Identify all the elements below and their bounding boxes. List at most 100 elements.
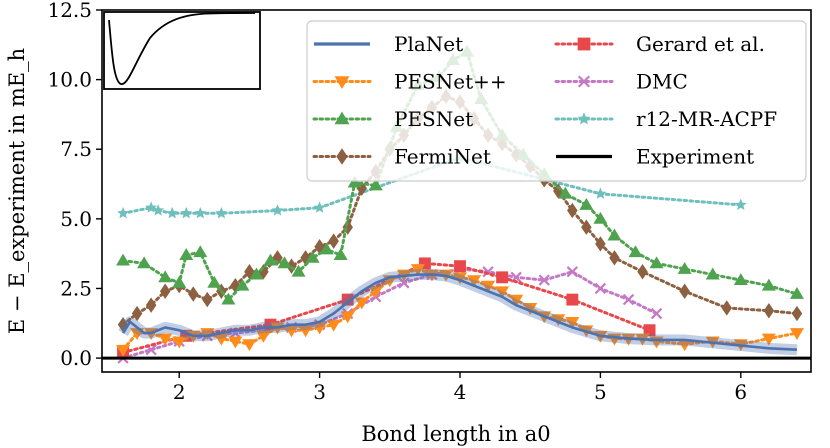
legend-entry: r12-MR-ACPF <box>554 107 777 131</box>
data-point <box>761 333 776 346</box>
data-point <box>145 297 157 313</box>
series-planet <box>118 269 798 356</box>
data-point <box>581 219 592 235</box>
data-point <box>509 294 524 307</box>
data-point <box>595 236 606 252</box>
data-point <box>551 314 566 327</box>
data-point <box>179 248 194 260</box>
legend-label: PESNet <box>394 107 473 131</box>
data-point <box>312 322 327 335</box>
data-point <box>721 300 733 316</box>
y-tick-label: 7.5 <box>60 137 92 161</box>
legend-entry: Gerard et al. <box>554 32 765 56</box>
legend-entry: FermiNet <box>312 145 491 169</box>
data-point <box>368 178 383 191</box>
series-gerard-et-al- <box>117 257 656 359</box>
inset-potential-curve <box>103 11 261 90</box>
legend-entry: DMC <box>554 70 688 94</box>
data-point <box>137 256 152 269</box>
data-point <box>467 275 482 288</box>
data-point <box>418 257 431 270</box>
data-point <box>298 325 313 338</box>
data-point <box>649 256 664 269</box>
data-point <box>159 283 171 299</box>
data-point <box>172 336 187 349</box>
x-axis: 2 3 4 5 6 <box>173 372 747 404</box>
data-point <box>791 305 803 322</box>
data-point <box>263 253 278 266</box>
legend-label: Gerard et al. <box>636 32 765 56</box>
y-tick-label: 12.5 <box>47 0 92 22</box>
data-point <box>577 75 591 88</box>
data-point <box>340 311 355 324</box>
y-axis-label: E − E_experiment in mE_h <box>5 48 29 334</box>
data-point <box>256 330 271 343</box>
data-point <box>677 339 692 352</box>
data-point <box>326 319 341 332</box>
data-point <box>789 328 804 341</box>
data-point <box>650 307 663 320</box>
data-point <box>207 275 222 288</box>
data-point <box>305 250 320 263</box>
data-point <box>193 245 208 258</box>
data-point <box>454 260 466 273</box>
data-point <box>188 286 199 302</box>
data-point <box>277 256 292 269</box>
data-point <box>214 333 229 346</box>
x-tick-label: 5 <box>594 380 607 404</box>
x-tick-label: 3 <box>313 380 326 404</box>
data-point <box>761 278 776 291</box>
data-point <box>593 211 608 224</box>
data-point <box>577 112 591 125</box>
data-point <box>538 274 550 286</box>
legend-label: Experiment <box>636 145 754 169</box>
data-point <box>705 267 720 280</box>
data-point <box>481 280 496 293</box>
data-point <box>553 183 564 199</box>
data-point <box>336 148 348 165</box>
data-point <box>158 333 173 346</box>
data-point <box>180 329 193 342</box>
data-point <box>158 270 173 283</box>
data-point <box>577 37 591 51</box>
data-point <box>200 328 215 341</box>
data-point <box>313 201 326 213</box>
data-point <box>453 272 468 285</box>
data-point <box>579 197 594 210</box>
legend-label: r12-MR-ACPF <box>636 107 777 131</box>
legend-entry: Experiment <box>556 145 754 169</box>
data-point <box>368 286 383 299</box>
data-point <box>410 264 425 276</box>
legend-label: DMC <box>636 70 688 94</box>
data-point <box>333 248 348 260</box>
data-point <box>637 264 648 280</box>
legend-label: PlaNet <box>394 32 463 56</box>
data-point <box>264 318 277 331</box>
data-point <box>116 253 131 266</box>
data-point <box>566 293 579 306</box>
data-point <box>221 292 236 305</box>
data-point <box>116 344 131 357</box>
inset-frame <box>103 11 261 90</box>
legend-entry: PESNet++ <box>312 70 507 94</box>
data-point <box>334 111 350 125</box>
data-point <box>566 266 579 278</box>
data-point <box>565 316 580 329</box>
legend-label: FermiNet <box>394 145 491 169</box>
data-point <box>152 204 165 216</box>
x-tick-label: 4 <box>454 380 467 404</box>
data-point <box>607 228 622 241</box>
data-point <box>609 250 620 266</box>
y-tick-label: 10.0 <box>47 68 92 92</box>
data-point <box>328 233 339 249</box>
data-point <box>271 204 284 216</box>
data-point <box>341 293 354 306</box>
data-point <box>291 264 306 277</box>
legend-label: PESNet++ <box>394 70 507 94</box>
y-tick-label: 5.0 <box>60 207 92 231</box>
x-tick-label: 6 <box>734 380 747 404</box>
data-point <box>733 273 748 286</box>
data-point <box>319 242 334 255</box>
data-point <box>734 198 747 211</box>
plot-frame <box>101 9 812 373</box>
